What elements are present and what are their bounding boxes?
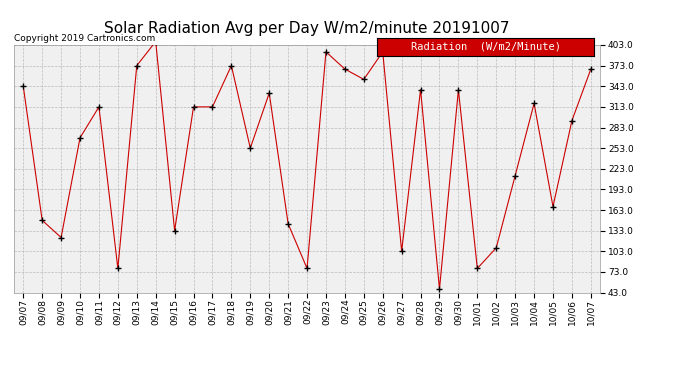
Text: Copyright 2019 Cartronics.com: Copyright 2019 Cartronics.com	[14, 33, 155, 42]
Title: Solar Radiation Avg per Day W/m2/minute 20191007: Solar Radiation Avg per Day W/m2/minute …	[104, 21, 510, 36]
